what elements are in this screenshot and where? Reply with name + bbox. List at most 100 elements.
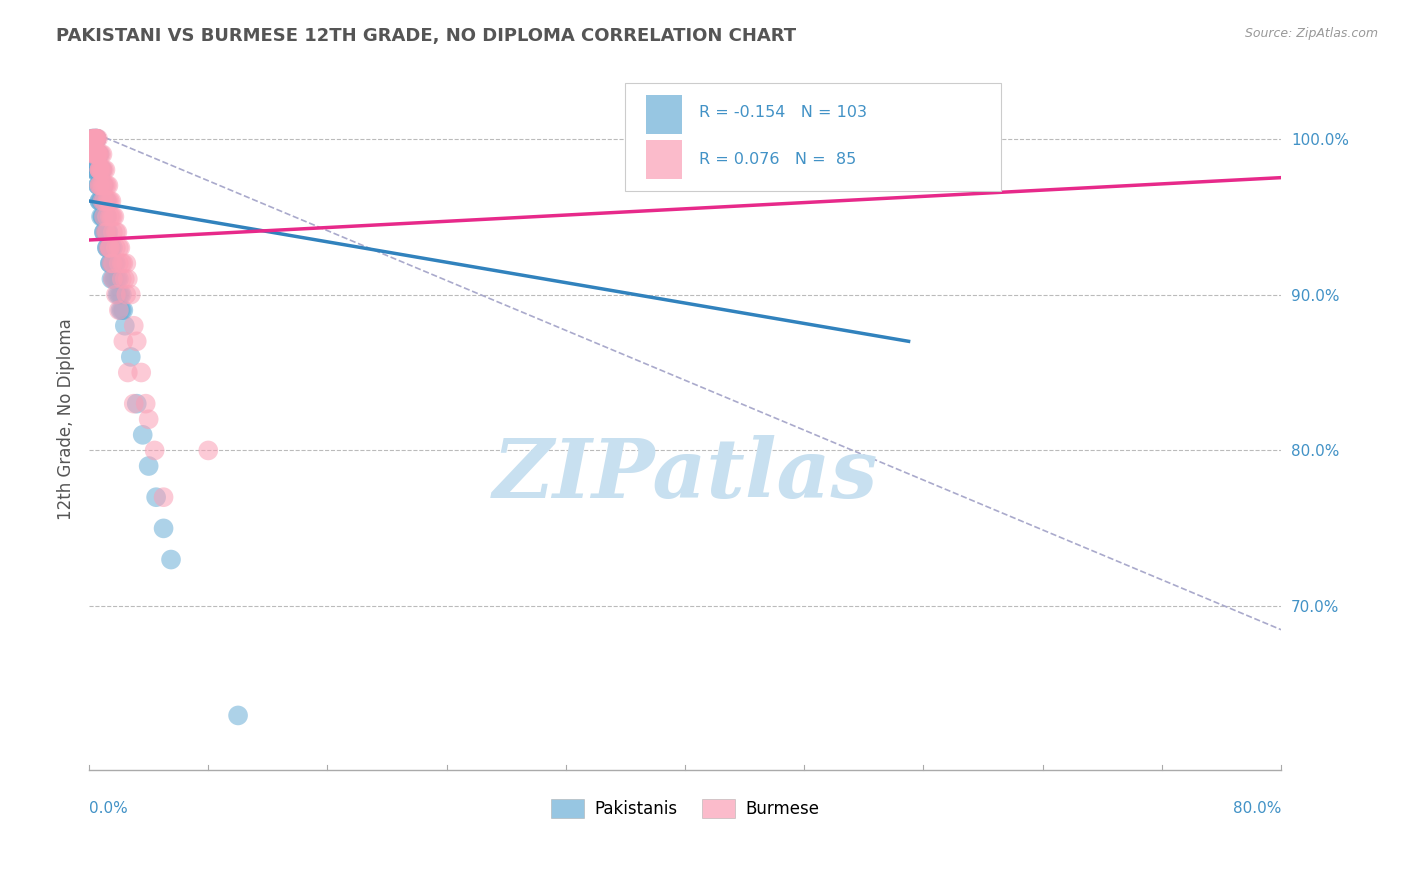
Point	[103, 210, 125, 224]
Point	[84, 131, 107, 145]
Point	[89, 178, 111, 193]
Point	[93, 178, 115, 193]
Point	[83, 131, 105, 145]
Point	[83, 131, 105, 145]
Point	[96, 241, 118, 255]
Point	[86, 147, 108, 161]
Point	[93, 210, 115, 224]
Point	[87, 162, 110, 177]
Point	[100, 272, 122, 286]
Point	[125, 334, 148, 349]
Point	[98, 256, 121, 270]
Point	[84, 131, 107, 145]
Point	[114, 272, 136, 286]
Point	[87, 162, 110, 177]
Point	[96, 225, 118, 239]
Point	[122, 318, 145, 333]
Point	[86, 131, 108, 145]
Point	[100, 210, 122, 224]
Point	[120, 350, 142, 364]
Point	[97, 241, 120, 255]
Point	[145, 490, 167, 504]
Point	[111, 272, 134, 286]
Point	[135, 397, 157, 411]
Point	[94, 162, 117, 177]
Point	[87, 178, 110, 193]
Point	[103, 272, 125, 286]
FancyBboxPatch shape	[645, 140, 682, 178]
Point	[112, 256, 135, 270]
Point	[108, 272, 131, 286]
Point	[125, 397, 148, 411]
Point	[94, 225, 117, 239]
Point	[86, 131, 108, 145]
Point	[132, 427, 155, 442]
Point	[86, 162, 108, 177]
Point	[89, 194, 111, 208]
Text: ZIPatlas: ZIPatlas	[492, 435, 877, 516]
Point	[80, 131, 103, 145]
Point	[89, 162, 111, 177]
Point	[138, 412, 160, 426]
Point	[91, 194, 114, 208]
Point	[89, 162, 111, 177]
Point	[87, 131, 110, 145]
Point	[97, 241, 120, 255]
Point	[93, 194, 115, 208]
Point	[86, 162, 108, 177]
Point	[87, 147, 110, 161]
Point	[91, 178, 114, 193]
Point	[143, 443, 166, 458]
Point	[138, 458, 160, 473]
Point	[90, 194, 112, 208]
Point	[96, 194, 118, 208]
Point	[86, 131, 108, 145]
Point	[101, 210, 124, 224]
Point	[86, 147, 108, 161]
Point	[120, 287, 142, 301]
Point	[93, 194, 115, 208]
Point	[96, 178, 118, 193]
Point	[84, 147, 107, 161]
Point	[101, 241, 124, 255]
Point	[98, 241, 121, 255]
Point	[91, 147, 114, 161]
Text: R = 0.076   N =  85: R = 0.076 N = 85	[699, 153, 856, 167]
Point	[80, 131, 103, 145]
Point	[98, 210, 121, 224]
Point	[86, 147, 108, 161]
Point	[115, 256, 138, 270]
Point	[98, 241, 121, 255]
Point	[83, 131, 105, 145]
Point	[86, 147, 108, 161]
Point	[91, 162, 114, 177]
Point	[87, 147, 110, 161]
Point	[94, 194, 117, 208]
Point	[90, 147, 112, 161]
Point	[91, 210, 114, 224]
Point	[97, 225, 120, 239]
Point	[86, 162, 108, 177]
Point	[96, 241, 118, 255]
Point	[100, 241, 122, 255]
Text: PAKISTANI VS BURMESE 12TH GRADE, NO DIPLOMA CORRELATION CHART: PAKISTANI VS BURMESE 12TH GRADE, NO DIPL…	[56, 27, 796, 45]
Point	[91, 194, 114, 208]
Point	[84, 147, 107, 161]
Point	[94, 225, 117, 239]
Point	[89, 162, 111, 177]
Point	[87, 147, 110, 161]
Point	[93, 210, 115, 224]
Point	[105, 225, 128, 239]
Text: 0.0%: 0.0%	[89, 800, 128, 815]
Point	[84, 131, 107, 145]
Point	[87, 162, 110, 177]
Point	[114, 318, 136, 333]
Point	[96, 210, 118, 224]
Point	[89, 162, 111, 177]
Point	[100, 256, 122, 270]
Point	[105, 287, 128, 301]
Point	[108, 287, 131, 301]
Point	[84, 162, 107, 177]
Point	[87, 147, 110, 161]
Point	[86, 131, 108, 145]
